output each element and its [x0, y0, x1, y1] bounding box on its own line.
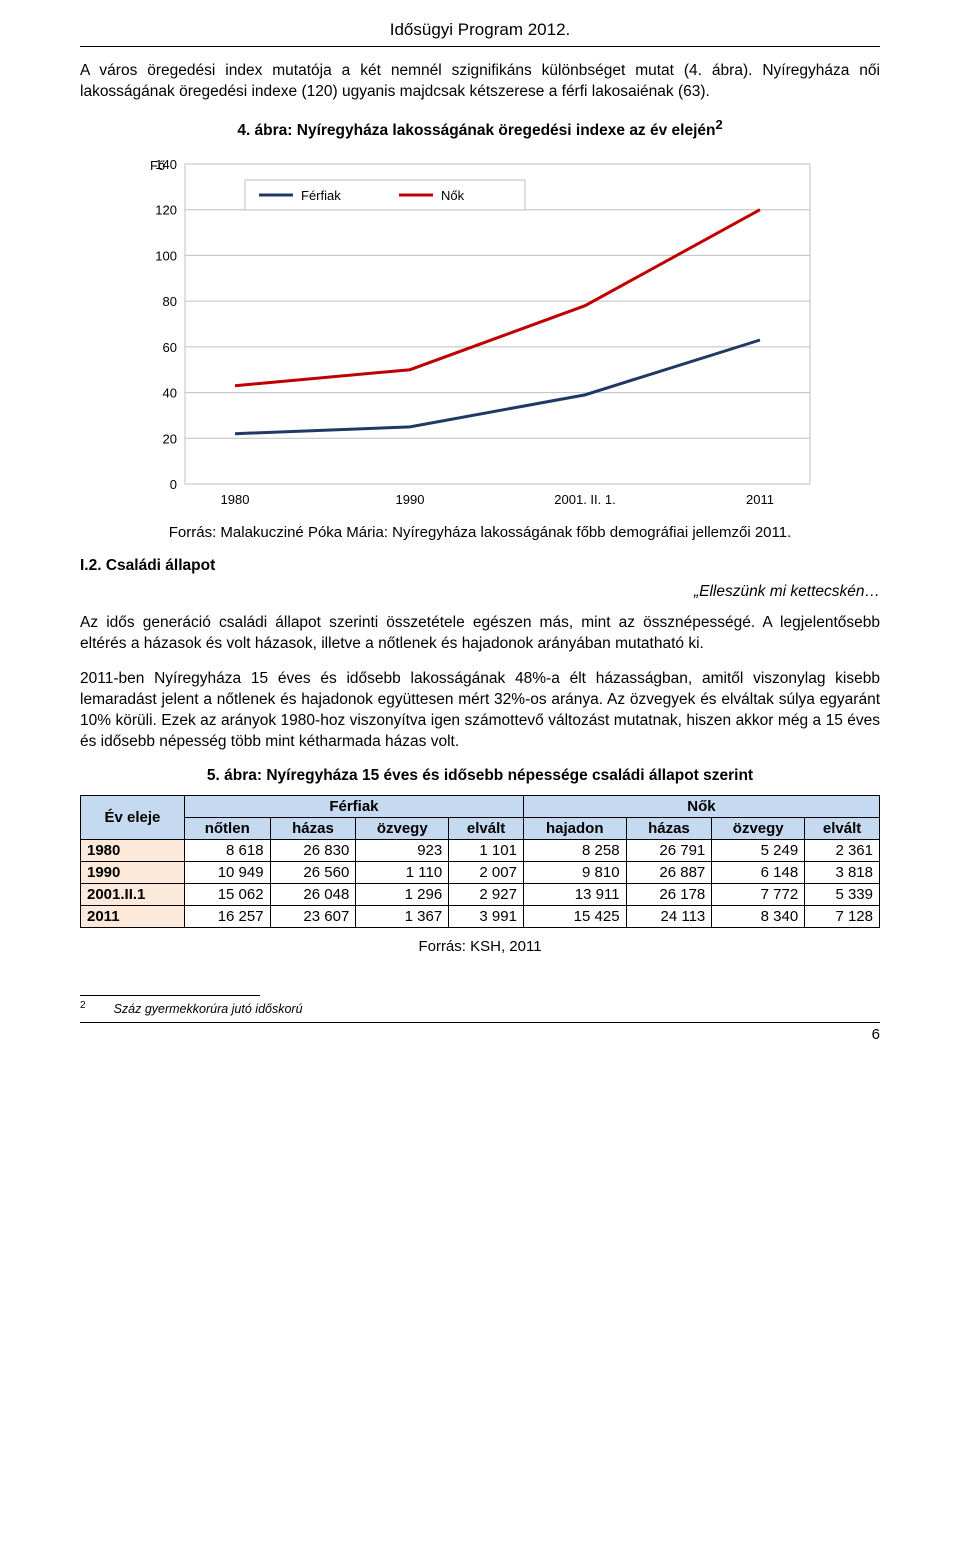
svg-text:100: 100 — [155, 248, 177, 263]
table-cell: 26 791 — [626, 839, 712, 861]
table-cell: 26 178 — [626, 883, 712, 905]
table-subheader: özvegy — [356, 817, 449, 839]
table-cell: 24 113 — [626, 905, 712, 927]
table-subheader: elvált — [449, 817, 524, 839]
svg-text:1990: 1990 — [396, 492, 425, 507]
table-cell: 1 296 — [356, 883, 449, 905]
table-cell: 923 — [356, 839, 449, 861]
figure4-chart: 020406080100120140Fő198019902001. II. 1.… — [130, 154, 830, 514]
table-cell: 6 148 — [712, 861, 805, 883]
footnote: 2 Száz gyermekkorúra jutó időskorú — [80, 1000, 880, 1016]
table-subheader: özvegy — [712, 817, 805, 839]
table-subheader: nőtlen — [184, 817, 270, 839]
svg-text:2001. II. 1.: 2001. II. 1. — [554, 492, 615, 507]
table-rowhead: 2011 — [81, 905, 185, 927]
table-cell: 2 927 — [449, 883, 524, 905]
table-cell: 5 339 — [805, 883, 880, 905]
svg-text:40: 40 — [163, 386, 177, 401]
table-cell: 8 618 — [184, 839, 270, 861]
table-cell: 7 128 — [805, 905, 880, 927]
table-rowhead: 2001.II.1 — [81, 883, 185, 905]
section-heading: I.2. Családi állapot — [80, 557, 880, 575]
svg-text:1980: 1980 — [221, 492, 250, 507]
svg-text:Férfiak: Férfiak — [301, 188, 341, 203]
table-cell: 10 949 — [184, 861, 270, 883]
svg-text:0: 0 — [170, 477, 177, 492]
figure4-caption: 4. ábra: Nyíregyháza lakosságának öreged… — [80, 117, 880, 140]
table-cell: 7 772 — [712, 883, 805, 905]
marital-status-table: Év eleje Férfiak Nők nőtlenházasözvegyel… — [80, 795, 880, 928]
table-cell: 1 367 — [356, 905, 449, 927]
table-cell: 8 258 — [523, 839, 626, 861]
footnote-text: Száz gyermekkorúra jutó időskorú — [114, 1002, 303, 1016]
page-number: 6 — [80, 1022, 880, 1043]
quote-line: „Elleszünk mi kettecskén… — [80, 583, 880, 601]
line-chart-svg: 020406080100120140Fő198019902001. II. 1.… — [130, 154, 830, 514]
table-subheader: házas — [626, 817, 712, 839]
table-cell: 1 101 — [449, 839, 524, 861]
table-cell: 13 911 — [523, 883, 626, 905]
table-cell: 3 991 — [449, 905, 524, 927]
header-rule — [80, 46, 880, 47]
svg-text:Fő: Fő — [150, 158, 165, 173]
table-group-male: Férfiak — [184, 795, 523, 817]
doc-header: Idősügyi Program 2012. — [80, 20, 880, 40]
svg-text:60: 60 — [163, 340, 177, 355]
table-cell: 2 361 — [805, 839, 880, 861]
table-cell: 1 110 — [356, 861, 449, 883]
footnote-number: 2 — [80, 1000, 86, 1011]
svg-text:20: 20 — [163, 431, 177, 446]
footnote-separator — [80, 995, 260, 996]
table-subheader: hajadon — [523, 817, 626, 839]
table-caption: 5. ábra: Nyíregyháza 15 éves és idősebb … — [80, 767, 880, 785]
svg-text:80: 80 — [163, 294, 177, 309]
table-cell: 26 887 — [626, 861, 712, 883]
svg-text:120: 120 — [155, 203, 177, 218]
table-source: Forrás: KSH, 2011 — [80, 938, 880, 955]
table-cell: 15 425 — [523, 905, 626, 927]
footnote-ref: 2 — [715, 117, 722, 132]
table-group-female: Nők — [523, 795, 879, 817]
paragraph-1: A város öregedési index mutatója a két n… — [80, 61, 880, 103]
table-cell: 8 340 — [712, 905, 805, 927]
table-rowhead: 1980 — [81, 839, 185, 861]
table-subheader: házas — [270, 817, 356, 839]
table-cell: 26 560 — [270, 861, 356, 883]
table-corner: Év eleje — [81, 795, 185, 839]
table-cell: 2 007 — [449, 861, 524, 883]
table-cell: 15 062 — [184, 883, 270, 905]
table-subheader: elvált — [805, 817, 880, 839]
table-cell: 23 607 — [270, 905, 356, 927]
table-cell: 16 257 — [184, 905, 270, 927]
table-cell: 26 048 — [270, 883, 356, 905]
table-cell: 9 810 — [523, 861, 626, 883]
svg-text:2011: 2011 — [746, 492, 774, 507]
chart-source: Forrás: Malakucziné Póka Mária: Nyíregyh… — [80, 524, 880, 541]
figure4-caption-text: 4. ábra: Nyíregyháza lakosságának öreged… — [237, 122, 715, 139]
table-cell: 3 818 — [805, 861, 880, 883]
svg-text:Nők: Nők — [441, 188, 465, 203]
table-rowhead: 1990 — [81, 861, 185, 883]
table-cell: 26 830 — [270, 839, 356, 861]
paragraph-2: Az idős generáció családi állapot szerin… — [80, 613, 880, 655]
paragraph-3: 2011-ben Nyíregyháza 15 éves és idősebb … — [80, 669, 880, 753]
table-cell: 5 249 — [712, 839, 805, 861]
